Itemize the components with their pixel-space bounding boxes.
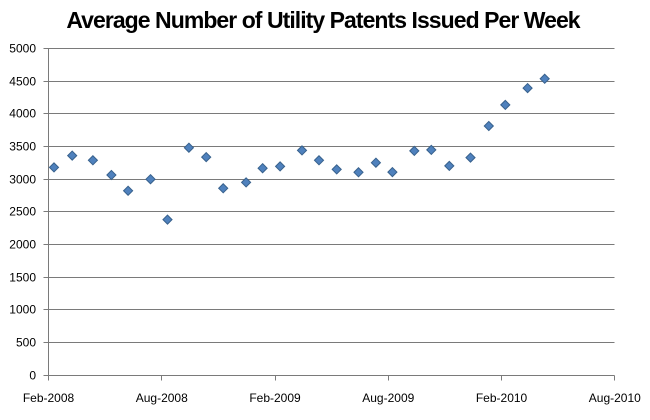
- svg-text:4500: 4500: [9, 75, 36, 89]
- svg-text:Aug-2008: Aug-2008: [136, 391, 188, 405]
- svg-text:2000: 2000: [9, 238, 36, 252]
- svg-text:1000: 1000: [9, 303, 36, 317]
- svg-text:Feb-2010: Feb-2010: [476, 391, 528, 405]
- svg-text:4000: 4000: [9, 107, 36, 121]
- svg-text:5000: 5000: [9, 42, 36, 56]
- svg-text:3500: 3500: [9, 140, 36, 154]
- svg-text:3000: 3000: [9, 173, 36, 187]
- svg-text:Aug-2009: Aug-2009: [362, 391, 414, 405]
- svg-text:500: 500: [16, 336, 36, 350]
- svg-text:Feb-2008: Feb-2008: [23, 391, 75, 405]
- svg-text:2500: 2500: [9, 205, 36, 219]
- svg-text:Average Number of Utility Pate: Average Number of Utility Patents Issued…: [66, 7, 580, 33]
- svg-text:Feb-2009: Feb-2009: [249, 391, 301, 405]
- svg-text:Aug-2010: Aug-2010: [589, 391, 641, 405]
- svg-text:1500: 1500: [9, 271, 36, 285]
- svg-text:0: 0: [29, 369, 36, 383]
